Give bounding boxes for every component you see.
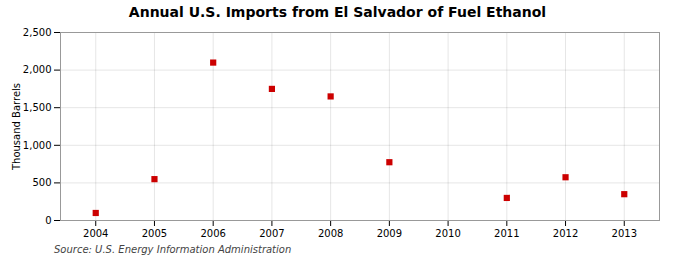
svg-text:2005: 2005 (142, 228, 167, 239)
svg-text:1,500: 1,500 (23, 102, 52, 113)
svg-text:Thousand Barrels: Thousand Barrels (11, 83, 22, 171)
svg-text:2012: 2012 (553, 228, 578, 239)
svg-text:2,000: 2,000 (23, 64, 52, 75)
svg-text:2008: 2008 (318, 228, 343, 239)
svg-text:2,500: 2,500 (23, 27, 52, 38)
svg-text:500: 500 (32, 177, 51, 188)
svg-text:2006: 2006 (200, 228, 225, 239)
html-text:Annual U.S. Imports from El Sa: Annual U.S. Imports from El Salvador of … (128, 4, 547, 20)
svg-text:0: 0 (45, 215, 51, 226)
html-text:Source: U.S. Energy Informatio: Source: U.S. Energy Information Administ… (54, 244, 292, 255)
svg-text:2013: 2013 (612, 228, 637, 239)
svg-text:2009: 2009 (377, 228, 402, 239)
svg-text:2004: 2004 (83, 228, 108, 239)
svg-text:2011: 2011 (494, 228, 519, 239)
svg-text:2010: 2010 (435, 228, 460, 239)
svg-text:1,000: 1,000 (23, 140, 52, 151)
svg-text:2007: 2007 (259, 228, 284, 239)
